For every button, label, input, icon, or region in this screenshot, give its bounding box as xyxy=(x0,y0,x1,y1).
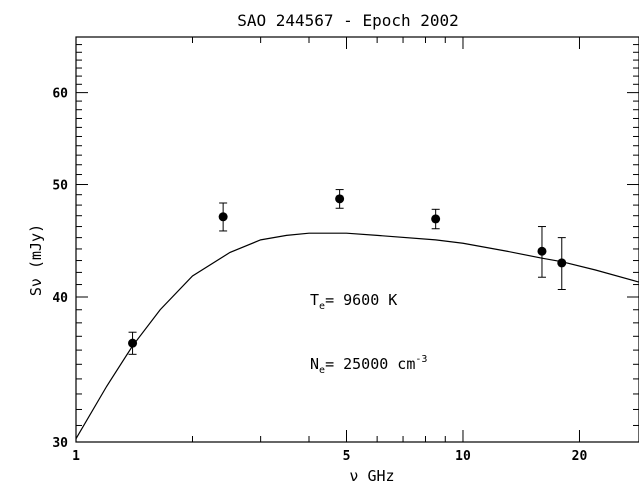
x-tick-label: 10 xyxy=(455,449,471,464)
y-tick-label: 60 xyxy=(52,87,68,102)
data-point-group xyxy=(537,226,547,278)
axis-ticks xyxy=(75,36,639,443)
data-points-layer xyxy=(128,189,567,355)
data-point xyxy=(557,258,567,268)
data-point-group xyxy=(128,331,138,355)
data-point-group xyxy=(335,189,345,209)
data-point-group xyxy=(557,237,567,290)
data-point-group xyxy=(431,208,441,230)
x-axis-label: ν GHz xyxy=(349,467,394,485)
y-tick-label: 50 xyxy=(52,179,68,194)
chart-title: SAO 244567 - Epoch 2002 xyxy=(237,11,459,30)
y-tick-label: 30 xyxy=(52,436,68,451)
data-point xyxy=(128,338,138,348)
data-point-group xyxy=(218,202,228,232)
data-point xyxy=(218,212,228,222)
x-tick-label: 1 xyxy=(72,449,80,464)
ne-annotation: Ne= 25000 cm-3 xyxy=(310,354,427,376)
axis-tick-labels: 1 5 10 20 30 40 50 60 xyxy=(52,87,587,464)
y-tick-label: 40 xyxy=(52,291,68,306)
model-curve-layer xyxy=(75,232,639,439)
y-axis-label: Sν (mJy) xyxy=(27,224,45,296)
data-point xyxy=(335,194,345,204)
x-tick-label: 5 xyxy=(343,449,351,464)
data-point xyxy=(431,214,441,224)
te-annotation: Te= 9600 K xyxy=(310,291,397,312)
plot-frame xyxy=(75,36,639,443)
x-tick-label: 20 xyxy=(572,449,588,464)
model-curve xyxy=(75,232,639,439)
data-point xyxy=(537,246,547,256)
